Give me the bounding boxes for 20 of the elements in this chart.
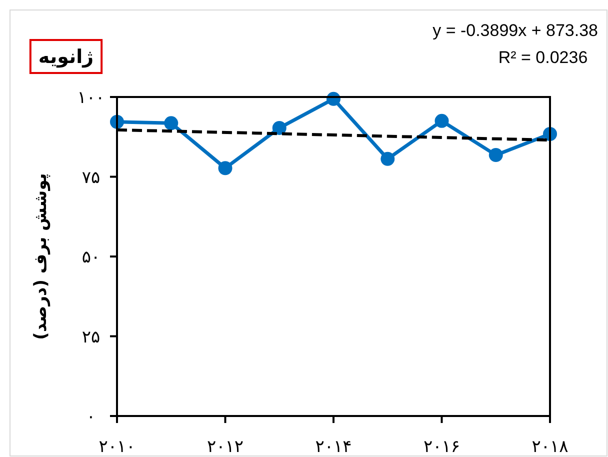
x-tick-label: ۲۰۱۴ — [315, 437, 352, 457]
chart-title: ژانویه — [38, 46, 94, 68]
point — [164, 116, 178, 130]
x-tick-label: ۲۰۱۲ — [206, 437, 244, 457]
y-tick-label: ۷۵ — [82, 168, 100, 188]
point — [272, 120, 286, 135]
y-tick-label: ۰ — [86, 407, 96, 427]
text: R² = 0.0236 — [498, 48, 588, 67]
y-axis-title: پوشش برف (درصد) — [31, 173, 51, 340]
point — [488, 148, 503, 162]
x-tick-label: ۲۰۱۸ — [532, 437, 568, 457]
x-tick-label: ۲۰۱۶ — [423, 437, 460, 457]
point — [218, 161, 232, 176]
text: y = -0.3899x + 873.38 — [432, 21, 598, 40]
y-tick-label: ۱۰۰ — [77, 88, 105, 108]
point — [380, 152, 395, 166]
y-tick-label: ۲۵ — [82, 327, 100, 348]
y-tick-label: ۵۰ — [82, 248, 100, 268]
x-tick-label: ۲۰۱۰ — [98, 437, 136, 457]
point — [434, 114, 449, 128]
